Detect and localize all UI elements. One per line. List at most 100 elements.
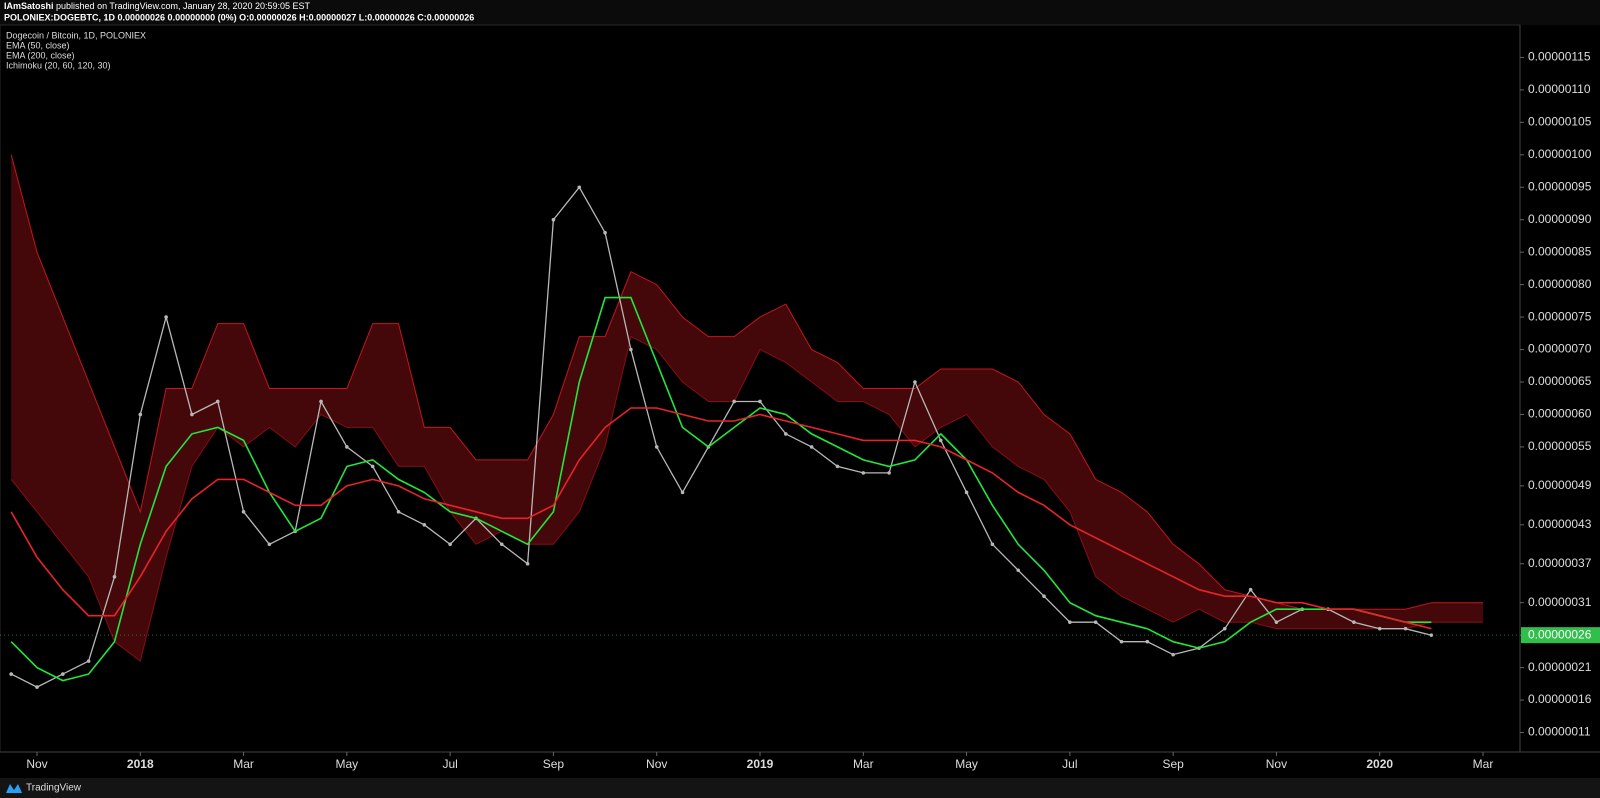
- cloud-area: [11, 154, 1484, 662]
- x-tick-label: May: [336, 757, 359, 771]
- y-tick-label: 0.00000075: [1528, 309, 1592, 323]
- price-point: [267, 542, 272, 547]
- price-point: [499, 542, 504, 547]
- price-point: [861, 471, 866, 475]
- price-point: [758, 399, 762, 404]
- x-tick-label: Nov: [1266, 757, 1287, 771]
- x-tick-label: 2019: [747, 757, 774, 771]
- y-tick-label: 0.00000110: [1528, 82, 1591, 96]
- x-tick-label: May: [955, 757, 978, 771]
- price-point: [422, 523, 427, 527]
- author: IAmSatoshi: [4, 1, 54, 11]
- layers: [9, 154, 1484, 689]
- y-tick-label: 0.00000043: [1528, 517, 1592, 531]
- x-tick-label: Jul: [442, 757, 457, 771]
- logo: [6, 784, 22, 793]
- ohlc: POLONIEX:DOGEBTC, 1D 0.00000026 0.000000…: [4, 12, 474, 22]
- x-tick-label: Sep: [1162, 757, 1184, 771]
- legend-entry: EMA (50, close): [6, 40, 70, 50]
- published: published on TradingView.com, January 28…: [56, 1, 311, 11]
- price-point: [1352, 620, 1356, 624]
- price-point: [990, 542, 995, 547]
- y-tick-label: 0.00000090: [1528, 212, 1592, 226]
- price-line: [10, 186, 1432, 688]
- price-point: [215, 399, 220, 404]
- price-point: [35, 685, 39, 689]
- price-point: [577, 185, 582, 190]
- x-tick-label: Mar: [853, 757, 874, 771]
- price-point: [241, 510, 246, 514]
- price-point: [654, 445, 659, 449]
- chart-title: Dogecoin / Bitcoin, 1D, POLONIEX: [6, 30, 146, 40]
- price-point: [603, 230, 607, 235]
- price-point: [164, 315, 168, 319]
- y-tick-label: 0.00000016: [1528, 692, 1592, 706]
- price-point: [1248, 587, 1253, 592]
- x-tick-label: Mar: [233, 757, 254, 771]
- header-bar: [0, 0, 1600, 25]
- y-tick-label: 0.00000085: [1528, 244, 1592, 258]
- price-point: [887, 471, 891, 475]
- y-tick-label: 0.00000080: [1528, 277, 1592, 291]
- price-point: [938, 438, 943, 443]
- footer-bar: [0, 778, 1600, 798]
- y-tick-label: 0.00000070: [1528, 342, 1592, 356]
- y-tick-label: 0.00000031: [1528, 595, 1592, 609]
- price-point: [1093, 620, 1098, 624]
- price-point: [319, 399, 323, 404]
- price-point: [345, 445, 349, 449]
- x-tick-label: 2018: [127, 757, 154, 771]
- footer-brand: TradingView: [26, 783, 82, 794]
- price-point: [138, 412, 143, 417]
- cloud-bottom: [10, 335, 1483, 662]
- x-tick-label: Jul: [1062, 757, 1077, 771]
- y-tick-label: 0.00000055: [1528, 439, 1592, 453]
- y-tick-label: 0.00000065: [1528, 374, 1592, 388]
- price-point: [396, 510, 401, 514]
- price-point: [61, 672, 65, 676]
- price-point: [1171, 652, 1175, 657]
- price-point: [1222, 626, 1227, 631]
- header-line: IAmSatoshi published on TradingView.com,…: [4, 1, 311, 11]
- y-tick-label: 0.00000105: [1528, 115, 1592, 129]
- price-point: [835, 464, 840, 469]
- ema-line: [10, 407, 1432, 630]
- price-point: [809, 445, 814, 449]
- price-point: [913, 380, 917, 384]
- price-point: [86, 659, 91, 663]
- y-tick-label: 0.00000060: [1528, 407, 1592, 421]
- price-point: [732, 399, 736, 404]
- x-tick-label: Nov: [26, 757, 47, 771]
- price-point: [1068, 620, 1072, 624]
- price-point: [1429, 633, 1434, 637]
- price-point: [370, 464, 375, 469]
- price-point: [448, 542, 452, 547]
- price-point: [1119, 639, 1124, 644]
- ema-line: [10, 296, 1432, 682]
- price-point: [964, 490, 969, 495]
- price-point: [629, 347, 633, 352]
- legend-entry: Ichimoku (20, 60, 120, 30): [6, 60, 111, 70]
- y-tick-label: 0.00000037: [1528, 556, 1592, 570]
- last-price-label: 0.00000026: [1528, 627, 1592, 641]
- price-point: [1274, 620, 1279, 624]
- price-point: [1016, 568, 1021, 573]
- x-tick-label: Mar: [1473, 757, 1494, 771]
- price-point: [1145, 639, 1150, 644]
- x-tick-label: Sep: [543, 757, 565, 771]
- y-tick-label: 0.00000095: [1528, 179, 1592, 193]
- price-point: [1403, 626, 1408, 631]
- price-point: [784, 432, 788, 436]
- x-tick-label: Nov: [646, 757, 667, 771]
- last-price-box: [1521, 627, 1600, 644]
- cloud-top: [10, 154, 1483, 610]
- y-tick-label: 0.00000115: [1528, 50, 1591, 64]
- price-point: [680, 490, 685, 495]
- price-point: [1377, 626, 1382, 631]
- price-point: [1042, 594, 1046, 599]
- price-point: [551, 217, 556, 222]
- y-tick-label: 0.00000021: [1528, 660, 1592, 674]
- y-tick-label: 0.00000100: [1528, 147, 1592, 161]
- x-tick-label: 2020: [1366, 757, 1393, 771]
